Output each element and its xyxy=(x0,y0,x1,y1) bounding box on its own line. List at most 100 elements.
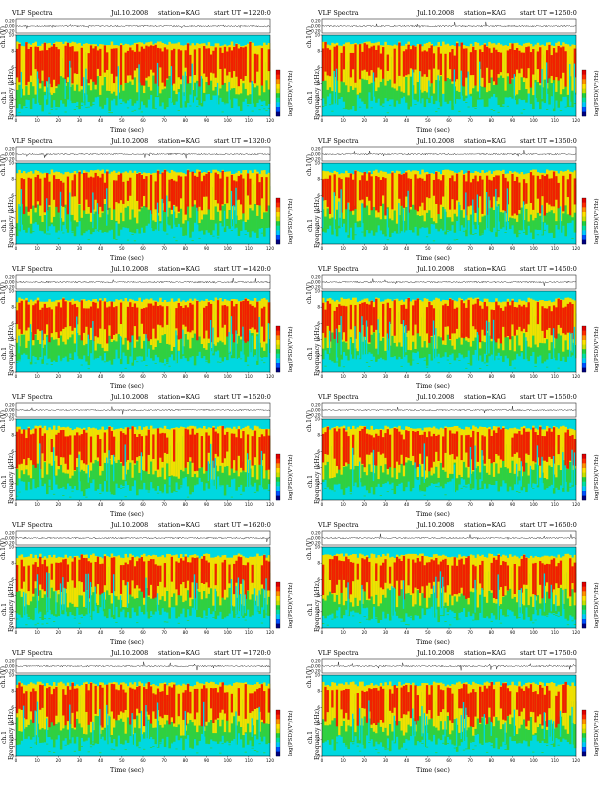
spectrogram-cell xyxy=(85,172,88,200)
timeseries-tick-label: 0.20 xyxy=(5,402,15,407)
spectrogram-cell xyxy=(377,177,380,213)
spectrogram-cell xyxy=(562,452,564,489)
spectrogram-cell xyxy=(57,49,61,85)
spectrogram-cell xyxy=(555,427,558,478)
panel-title: VLF Spectra Jul.10.2008 station=KAG star… xyxy=(318,520,583,530)
spectrogram-cell xyxy=(235,330,237,367)
panel-title: VLF Spectra Jul.10.2008 station=KAG star… xyxy=(12,264,277,274)
spectrogram-cell xyxy=(354,305,357,339)
spectrogram-cell xyxy=(400,571,404,619)
spectrogram-cell xyxy=(32,173,35,206)
x-tick-label: 20 xyxy=(362,118,368,123)
spectrogram-cell xyxy=(154,564,158,598)
spectrogram-cell xyxy=(398,203,400,234)
spectrogram-cell xyxy=(488,322,490,354)
spectrogram-cell xyxy=(39,50,42,84)
colorbar-segment xyxy=(276,467,280,473)
spectrogram-cell xyxy=(370,689,373,725)
colorbar-segment xyxy=(582,111,586,117)
spectrogram-cell xyxy=(483,436,487,464)
spectrogram-cell xyxy=(541,44,544,88)
spectrogram-cell xyxy=(265,578,267,621)
panel-date: Jul.10.2008 xyxy=(111,649,149,657)
spectrogram-cell xyxy=(502,614,505,616)
spectrogram-cell xyxy=(230,230,234,231)
spectrogram-cell xyxy=(212,617,215,618)
spectrogram-cell xyxy=(138,297,141,337)
spectrogram-cell xyxy=(173,205,175,231)
spectrogram-cell xyxy=(117,174,121,204)
spectrogram-cell xyxy=(110,171,114,220)
spectrogram-cell xyxy=(492,47,496,82)
spectrogram-cell xyxy=(73,688,77,728)
spectrogram-cell xyxy=(62,232,65,234)
colorbar-segment xyxy=(582,216,586,222)
spectrogram-cell xyxy=(365,61,369,109)
spectrogram-cell xyxy=(156,565,160,587)
spectrogram-cell xyxy=(129,687,132,725)
y-tick-label: 4 xyxy=(11,81,14,86)
spectrogram-cell xyxy=(407,624,410,626)
colorbar-segment xyxy=(276,719,280,724)
spectrogram-cell xyxy=(256,301,259,333)
spectrogram-cell xyxy=(237,688,241,716)
spectrogram-cell xyxy=(46,173,49,211)
spectrogram-cell xyxy=(384,559,387,583)
spectrogram-cell xyxy=(497,52,500,75)
spectrogram-cell xyxy=(39,617,42,618)
spectrogram-cell xyxy=(432,681,436,727)
spectrogram-cell xyxy=(221,305,225,328)
spectrogram-cell xyxy=(55,179,58,207)
spectrogram-cell xyxy=(379,495,383,496)
timeseries-tick-label: 0.00 xyxy=(311,23,321,28)
spectrogram-cell xyxy=(52,425,56,461)
spectrogram-cell xyxy=(52,554,56,592)
spectrogram-cell xyxy=(168,485,171,487)
spectrogram-cell xyxy=(465,748,468,750)
spectrogram-cell xyxy=(446,359,449,361)
spectrogram-cell xyxy=(136,447,139,496)
spectrogram-cell xyxy=(388,308,392,324)
spectrogram-cell xyxy=(455,173,459,201)
spectrogram-cell xyxy=(569,173,572,216)
spectrogram-cell xyxy=(267,49,271,72)
spectrogram-cell xyxy=(260,434,264,461)
spectrogram-cell xyxy=(418,464,421,485)
spectrogram-cell xyxy=(131,688,134,720)
spectrogram-cell xyxy=(412,682,415,719)
spectrogram-cell xyxy=(393,587,395,623)
spectrogram-cell xyxy=(36,622,40,624)
spectrogram-cell xyxy=(32,231,35,232)
spectrogram-image xyxy=(322,35,577,116)
spectrogram-cell xyxy=(386,112,389,114)
spectrogram-cell xyxy=(532,427,535,462)
spectrogram-cell xyxy=(338,45,341,93)
spectrogram-cell xyxy=(490,52,494,70)
spectrogram-cell xyxy=(559,317,563,362)
spectrogram-cell xyxy=(322,291,576,296)
spectrogram-cell xyxy=(555,359,558,360)
spectrogram-cell xyxy=(377,555,380,607)
x-tick-label: 30 xyxy=(383,246,389,251)
spectrogram-cell xyxy=(73,750,77,752)
spectrogram-cell xyxy=(94,428,98,460)
spectrogram-cell xyxy=(92,104,95,105)
spectrogram-cell xyxy=(48,618,51,620)
spectrogram-cell xyxy=(73,557,77,588)
colorbar-segment xyxy=(276,221,280,226)
colorbar-segment xyxy=(582,618,586,624)
colorbar-segment xyxy=(582,74,586,80)
spectrogram-cell xyxy=(432,240,436,242)
spectrogram-cell xyxy=(20,433,24,464)
spectrogram-cell xyxy=(455,431,459,457)
spectrogram-cell xyxy=(402,304,406,327)
spectrogram-cell xyxy=(543,573,546,612)
spectrogram-cell xyxy=(265,44,268,81)
spectrogram-cell xyxy=(87,751,90,753)
spectrogram-cell xyxy=(377,45,380,68)
spectrogram-cell xyxy=(509,691,512,715)
spectrogram-cell xyxy=(78,313,81,359)
x-tick-label: 120 xyxy=(266,630,274,635)
y-tick-label: 2 xyxy=(11,97,14,102)
spectrogram-cell xyxy=(228,427,231,476)
